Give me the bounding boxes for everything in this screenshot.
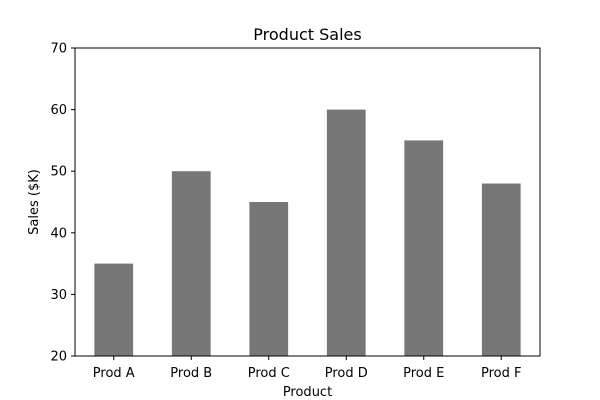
bar-prod-f: [481, 183, 521, 356]
x-axis-label: Product: [283, 385, 332, 400]
y-tick-label: 20: [50, 350, 67, 365]
bar-prod-c: [249, 202, 289, 356]
x-tick-label: Prod D: [325, 366, 368, 381]
y-tick-label: 30: [50, 288, 67, 303]
y-axis: 20 30 40 50 60 70: [50, 42, 75, 365]
x-tick-label: Prod A: [93, 366, 135, 381]
x-tick-label: Prod E: [403, 366, 444, 381]
y-tick-label: 40: [50, 226, 67, 241]
x-axis: Prod A Prod B Prod C Prod D Prod E Prod F: [93, 356, 522, 381]
bar-prod-b: [171, 171, 211, 356]
x-tick-label: Prod C: [248, 366, 290, 381]
chart-title: Product Sales: [253, 25, 361, 44]
bar-prod-d: [326, 109, 366, 356]
y-tick-label: 60: [50, 103, 67, 118]
x-tick-label: Prod B: [170, 366, 212, 381]
x-tick-label: Prod F: [481, 366, 522, 381]
y-axis-label: Sales ($K): [27, 169, 42, 235]
bars-group: [94, 109, 521, 356]
bar-prod-e: [404, 140, 444, 356]
y-tick-label: 70: [50, 42, 67, 57]
plot-frame: [74, 47, 541, 357]
y-tick-label: 50: [50, 165, 67, 180]
bar-prod-a: [94, 263, 134, 356]
